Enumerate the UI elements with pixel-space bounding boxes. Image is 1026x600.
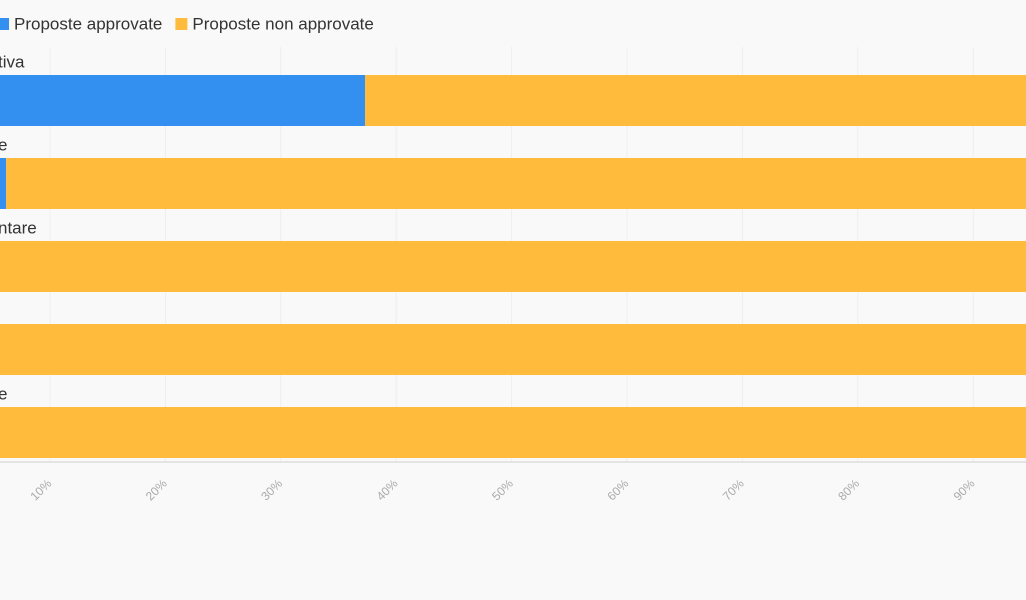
bar-segment [0, 324, 1026, 375]
bar-segment [0, 241, 1026, 292]
x-tick-label: 40% [374, 476, 401, 503]
x-tick-label: 70% [720, 476, 747, 503]
category-label: e [0, 135, 7, 154]
legend-label: Proposte non approvate [192, 14, 373, 33]
legend-swatch [0, 18, 9, 30]
bar-segment [0, 75, 366, 126]
x-tick-label: 60% [604, 476, 631, 503]
x-tick-label: 10% [27, 476, 54, 503]
category-label: e [0, 384, 7, 403]
x-tick-label: 50% [489, 476, 516, 503]
bar-segment [365, 75, 1026, 126]
legend-swatch [175, 18, 188, 30]
bar-segment [0, 407, 1026, 458]
x-tick-label: 20% [143, 476, 170, 503]
legend-label: Proposte approvate [14, 14, 162, 33]
bar-segment [6, 158, 1026, 209]
category-label: ntare [0, 218, 37, 237]
x-tick-label: 90% [951, 476, 978, 503]
x-tick-label: 80% [835, 476, 862, 503]
category-label: tiva [0, 52, 25, 71]
x-tick-label: 30% [258, 476, 285, 503]
bar-segment [0, 158, 7, 209]
